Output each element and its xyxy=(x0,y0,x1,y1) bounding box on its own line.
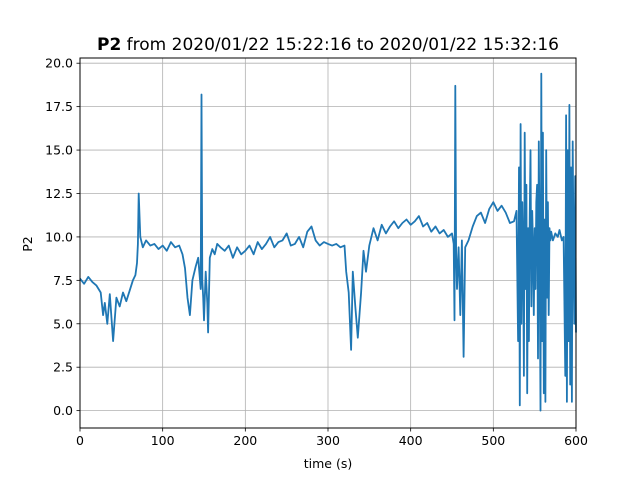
y-tick-label: 2.5 xyxy=(53,360,73,375)
x-axis: 0 100 200 300 400 500 600 xyxy=(76,428,588,448)
y-axis-label: P2 xyxy=(20,236,35,252)
y-tick-label: 5.0 xyxy=(53,316,73,331)
grid xyxy=(79,58,577,428)
chart-title-rest: from 2020/01/22 15:22:16 to 2020/01/22 1… xyxy=(121,35,559,55)
x-tick-label: 200 xyxy=(233,433,257,448)
x-tick-label: 0 xyxy=(76,433,84,448)
x-tick-label: 300 xyxy=(316,433,340,448)
x-tick-label: 100 xyxy=(151,433,175,448)
x-tick-label: 600 xyxy=(564,433,588,448)
chart-title-bold: P2 xyxy=(97,35,121,55)
y-tick-label: 10.0 xyxy=(45,229,73,244)
x-tick-label: 400 xyxy=(399,433,423,448)
y-tick-label: 15.0 xyxy=(45,143,73,158)
y-tick-label: 17.5 xyxy=(45,99,73,114)
y-axis: 0.0 2.5 5.0 7.5 10.0 12.5 15.0 17.5 20.0 xyxy=(45,56,80,418)
y-tick-label: 12.5 xyxy=(45,186,73,201)
series-line-0 xyxy=(79,72,577,412)
y-tick-label: 20.0 xyxy=(45,56,73,71)
x-tick-label: 500 xyxy=(481,433,505,448)
y-tick-label: 7.5 xyxy=(53,273,73,288)
x-axis-label: time (s) xyxy=(304,456,352,471)
y-tick-label: 0.0 xyxy=(53,403,73,418)
series-group xyxy=(79,72,577,412)
chart-title: P2 from 2020/01/22 15:22:16 to 2020/01/2… xyxy=(97,35,559,55)
